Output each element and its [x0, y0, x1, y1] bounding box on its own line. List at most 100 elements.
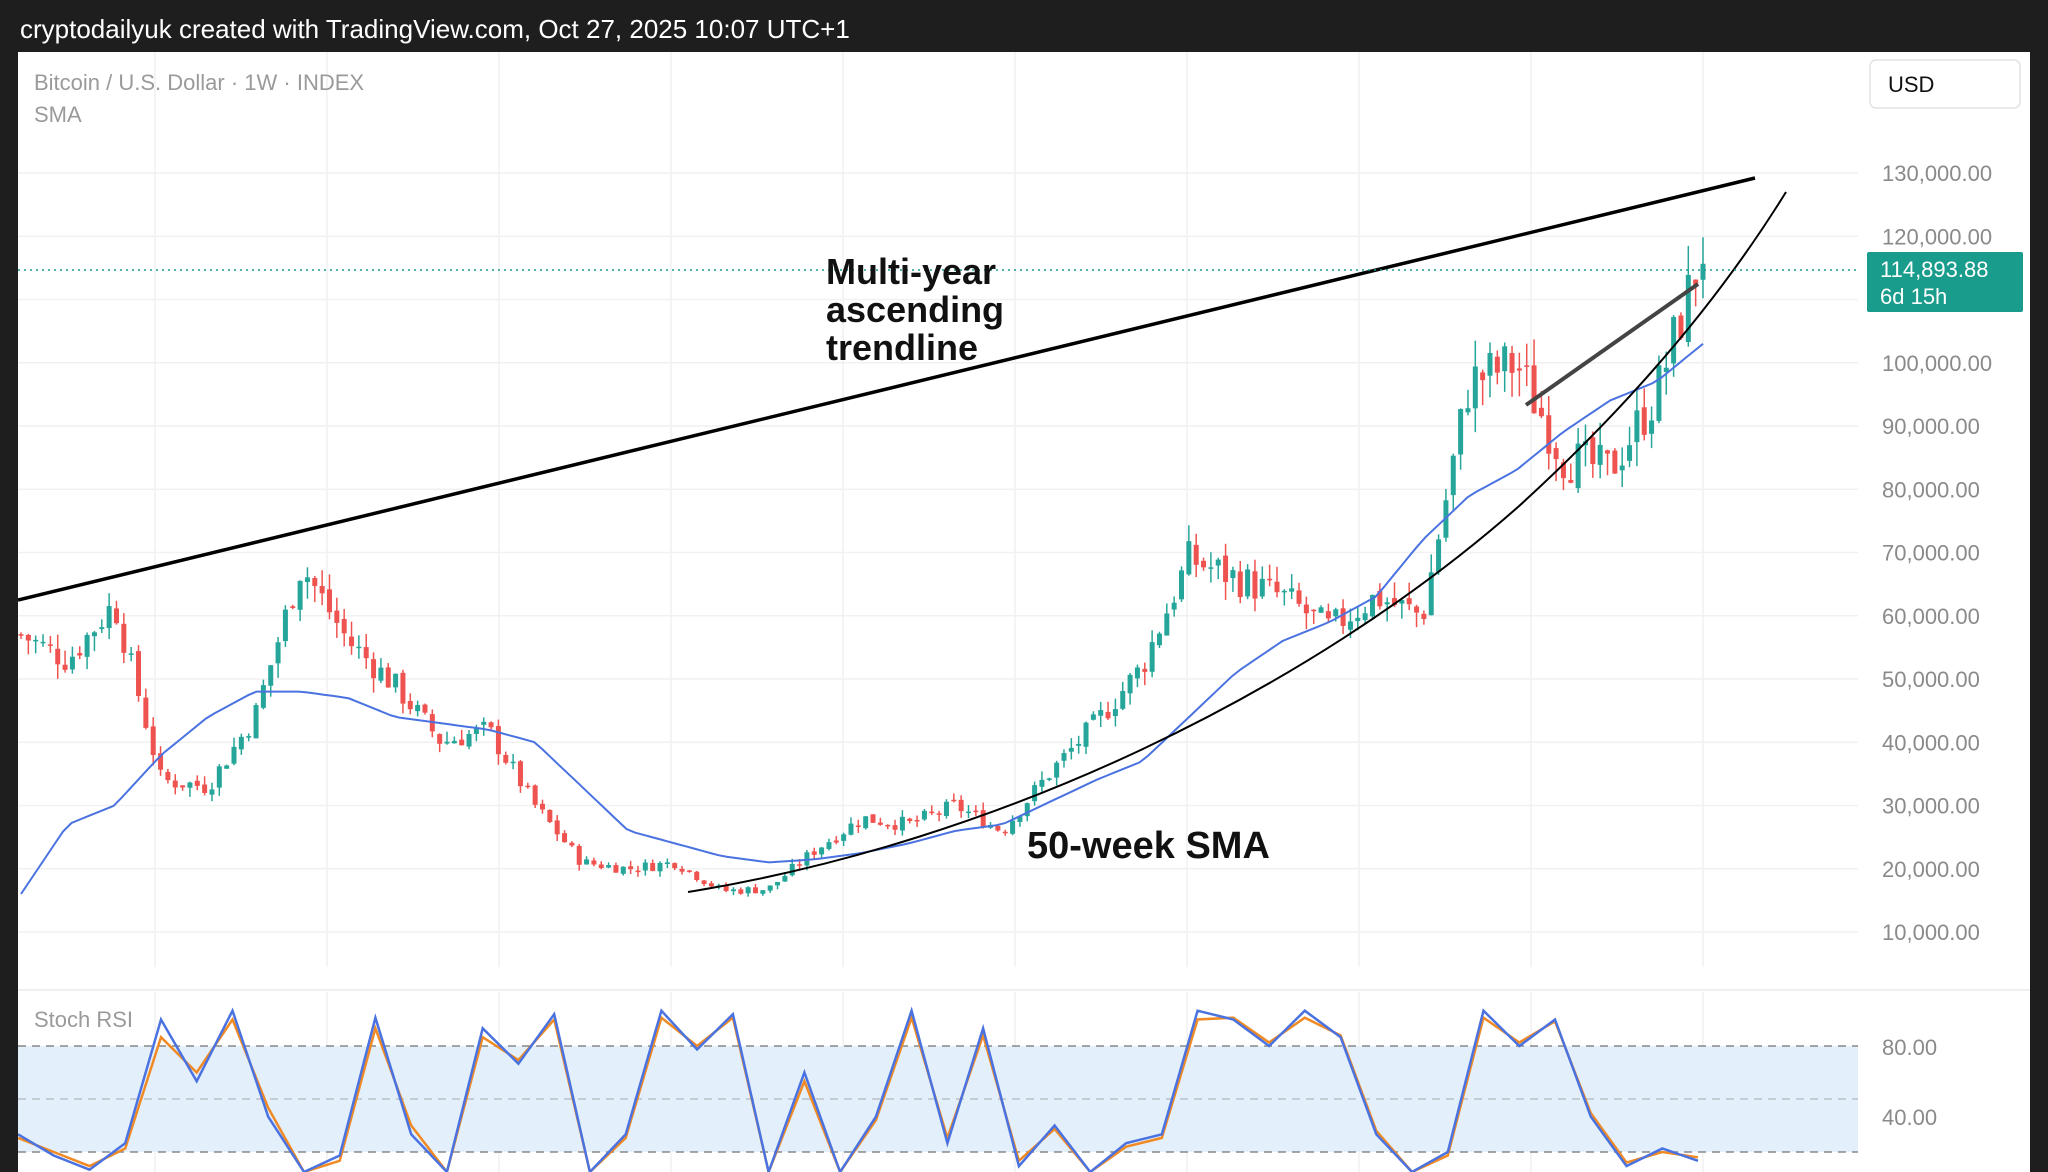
candle-body: [620, 866, 626, 874]
candle-body: [657, 862, 663, 872]
candle-body: [1024, 803, 1030, 817]
currency-button[interactable]: USD: [1869, 59, 2021, 109]
candle-body: [958, 799, 964, 812]
candle-body: [1524, 365, 1530, 367]
candle-body: [701, 880, 707, 884]
candle-body: [1208, 567, 1214, 569]
symbol-legend[interactable]: Bitcoin / U.S. Dollar · 1W · INDEX: [34, 70, 364, 95]
rsi-legend[interactable]: Stoch RSI: [34, 1007, 133, 1032]
candle-body: [1289, 588, 1295, 592]
candle-body: [1436, 539, 1442, 572]
candle-body: [143, 697, 149, 728]
candle-body: [1347, 621, 1353, 630]
candle-body: [606, 865, 612, 868]
candle-body: [782, 876, 788, 882]
candle-body: [1039, 779, 1045, 787]
trendline-annotation-line2: ascending: [826, 289, 1004, 330]
candle-body: [966, 811, 972, 814]
currency-label: USD: [1888, 72, 1934, 97]
candle-body: [1311, 609, 1317, 612]
candle-body: [738, 889, 744, 894]
candle-body: [121, 623, 127, 653]
candle-body: [55, 648, 61, 665]
candle-body: [951, 799, 957, 802]
candle-body: [400, 672, 406, 704]
candle-body: [1098, 710, 1104, 716]
candle-body: [1671, 316, 1677, 364]
candle-body: [1568, 479, 1574, 483]
candle-body: [1105, 711, 1111, 719]
candle-body: [723, 885, 729, 892]
candle-body: [613, 865, 619, 873]
candle-body: [187, 782, 193, 788]
candle-body: [730, 889, 736, 892]
candle-body: [995, 825, 1001, 831]
candle-body: [1362, 613, 1368, 621]
candle-body: [672, 863, 678, 869]
candle-body: [334, 610, 340, 623]
candle-body: [1179, 570, 1185, 600]
candle-body: [91, 632, 97, 637]
candle-body: [106, 606, 112, 629]
candle-body: [1325, 611, 1331, 619]
candle-body: [1201, 560, 1207, 568]
candle-body: [1281, 590, 1287, 593]
candle-body: [510, 761, 516, 764]
trendline-annotation-line1: Multi-year: [826, 251, 996, 292]
candle-body: [1112, 709, 1118, 717]
candle-body: [885, 824, 891, 827]
candle-body: [238, 736, 244, 750]
candle-body: [1458, 409, 1464, 455]
candle-body: [1017, 816, 1023, 823]
candle-body: [576, 845, 582, 865]
price-tick-label: 60,000.00: [1882, 604, 1980, 629]
candle-body: [253, 705, 259, 739]
candle-body: [892, 825, 898, 830]
candle-body: [855, 825, 861, 827]
candle-body: [1553, 448, 1559, 460]
candle-body: [481, 721, 487, 725]
price-chart[interactable]: Multi-year ascending trendline 50-week S…: [18, 52, 2030, 1172]
candle-body: [708, 883, 714, 887]
candle-body: [437, 734, 443, 744]
candle-body: [1076, 743, 1082, 746]
sma-legend[interactable]: SMA: [34, 102, 82, 127]
candle-body: [899, 816, 905, 831]
candle-body: [1377, 590, 1383, 607]
rsi-tick-40: 40.00: [1882, 1105, 1937, 1130]
candle-body: [1193, 544, 1199, 565]
candle-body: [1392, 598, 1398, 606]
candlestick-series: [18, 237, 1706, 897]
candle-body: [819, 847, 825, 855]
candle-body: [1480, 372, 1486, 381]
parabolic-curve[interactable]: [687, 191, 1787, 893]
candle-body: [1428, 572, 1434, 616]
price-axis[interactable]: 10,000.00 20,000.00 30,000.00 40,000.00 50,0…: [1882, 161, 1992, 945]
chart-container[interactable]: Multi-year ascending trendline 50-week S…: [18, 52, 2030, 1172]
candle-body: [833, 840, 839, 843]
candle-body: [870, 814, 876, 823]
candle-body: [1120, 690, 1126, 709]
candle-body: [1627, 445, 1633, 461]
candle-body: [150, 726, 156, 755]
candle-body: [304, 577, 310, 583]
candle-body: [349, 636, 355, 647]
candle-body: [1156, 633, 1162, 646]
candle-body: [694, 871, 700, 881]
candle-body: [1134, 667, 1140, 679]
candle-body: [1575, 443, 1581, 489]
ascending-trendline[interactable]: [18, 176, 1756, 602]
price-tick-label: 50,000.00: [1882, 667, 1980, 692]
rsi-tick-80: 80.00: [1882, 1035, 1937, 1060]
candle-body: [312, 578, 318, 587]
candle-body: [326, 589, 332, 613]
rising-support-line[interactable]: [1524, 282, 1700, 407]
candle-body: [811, 851, 817, 855]
candle-body: [598, 864, 604, 869]
candle-body: [936, 813, 942, 815]
candle-body: [172, 780, 178, 788]
candle-body: [158, 753, 164, 770]
candle-body: [99, 627, 105, 630]
candle-body: [260, 685, 266, 708]
price-tick-label: 20,000.00: [1882, 857, 1980, 882]
